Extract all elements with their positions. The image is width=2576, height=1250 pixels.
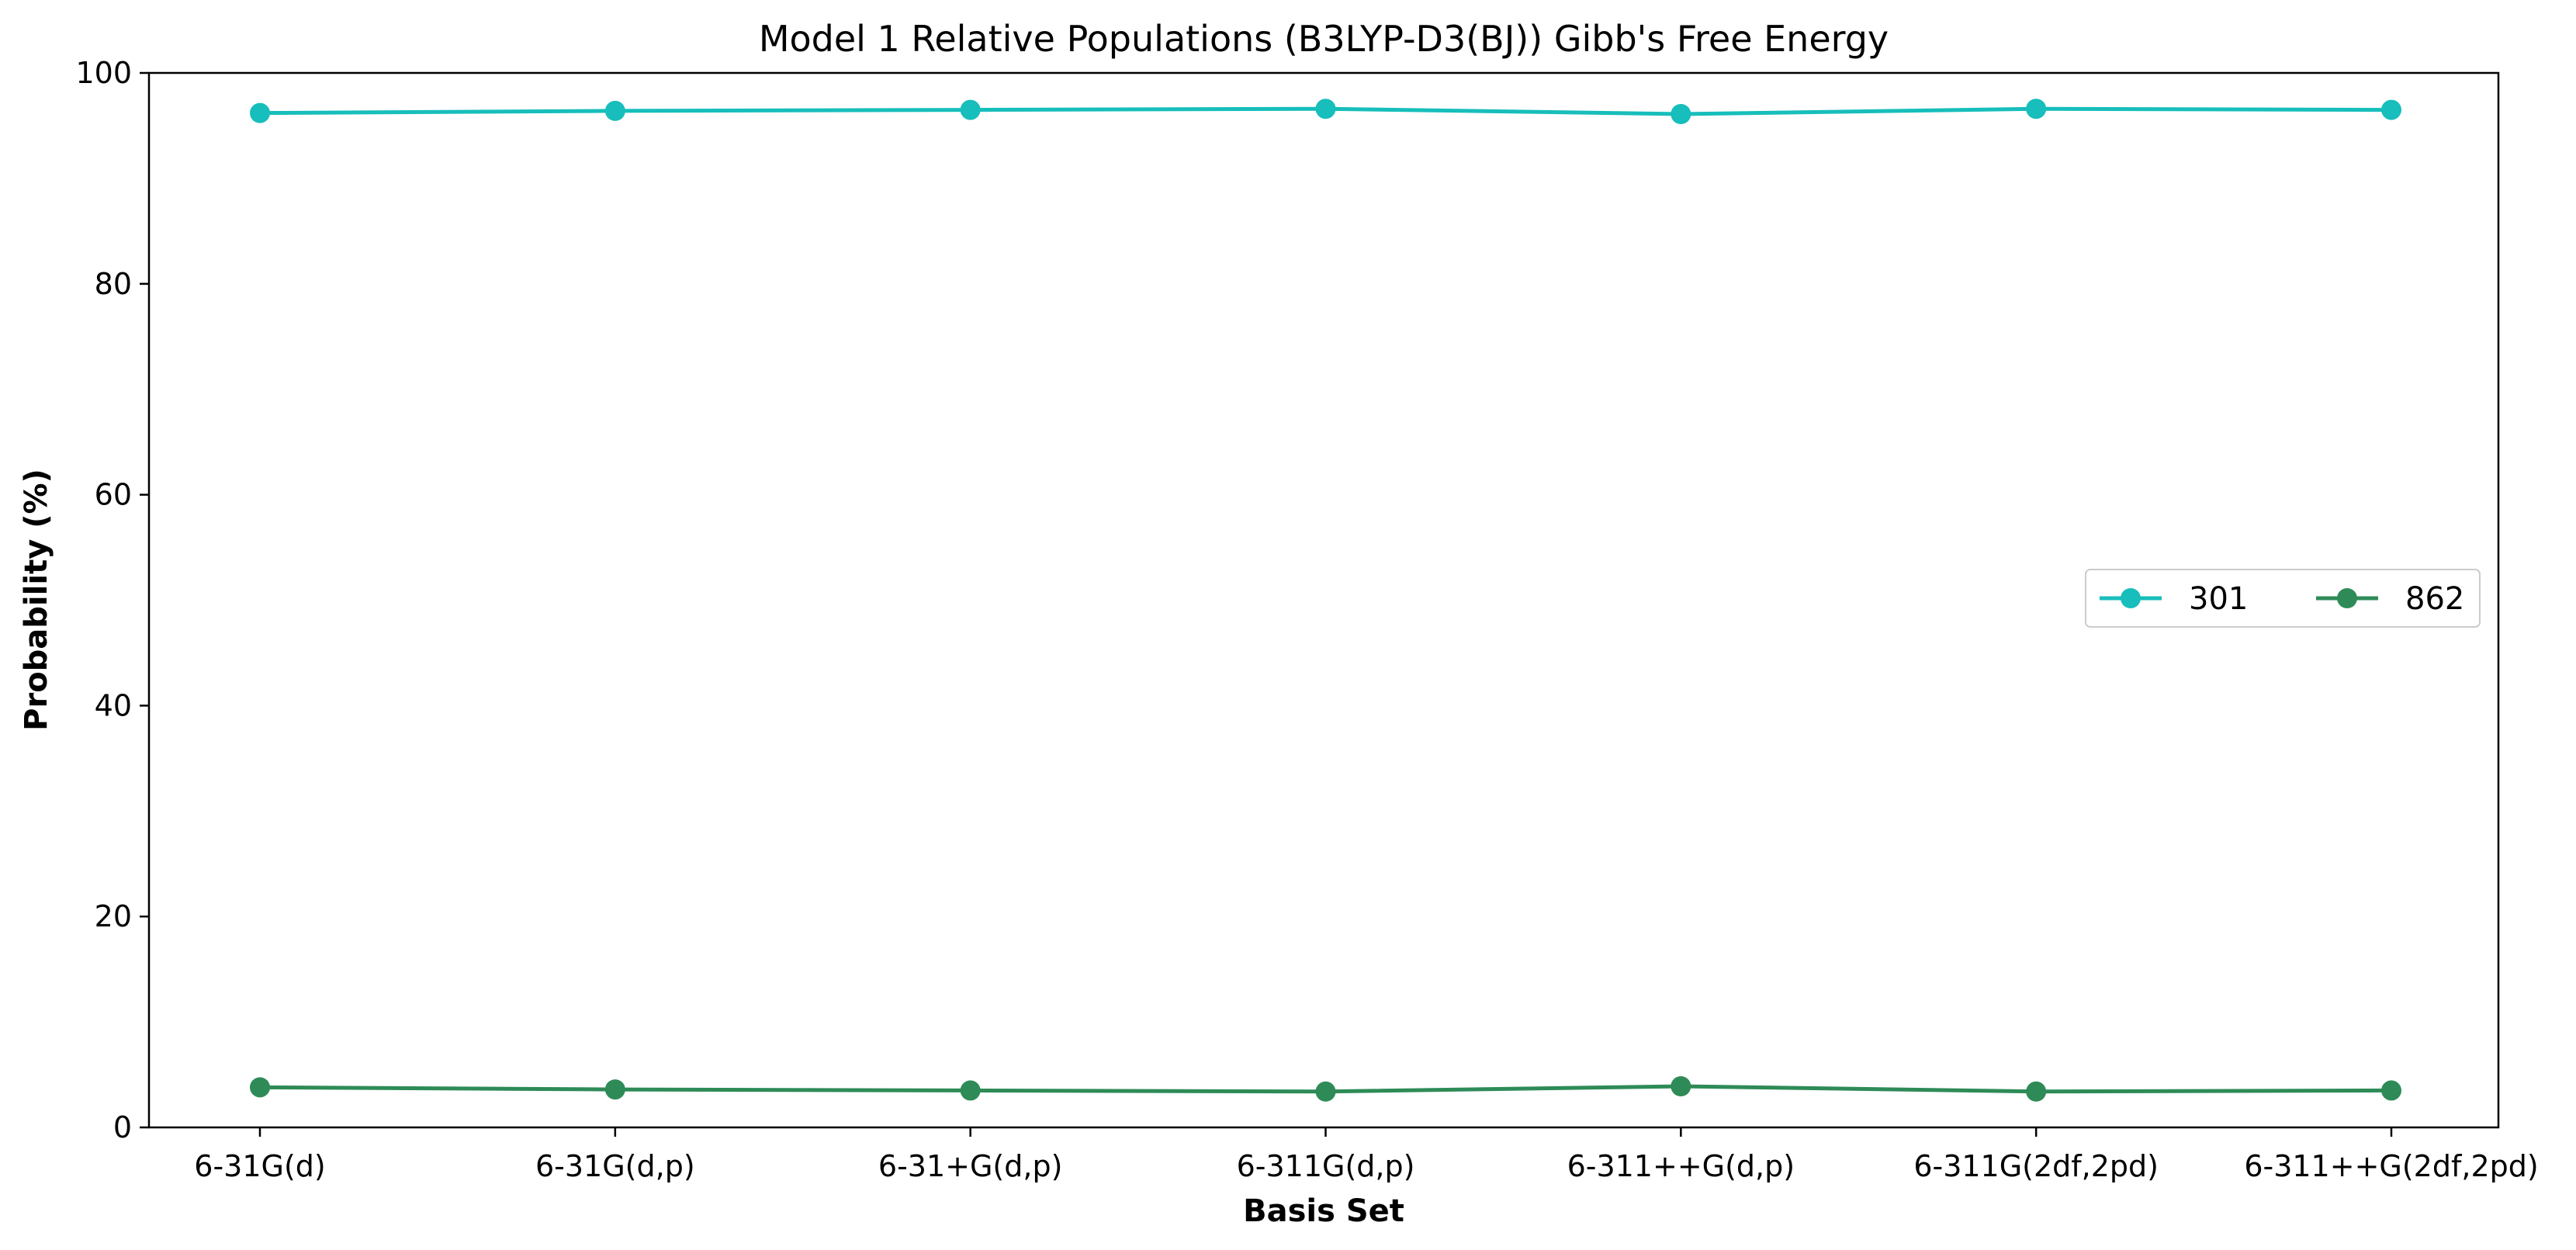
- y-axis-ticks: 0 20 40 60 80 100: [75, 56, 149, 1144]
- x-tick-label: 6-31G(d): [194, 1149, 325, 1183]
- legend: 301 862: [2085, 569, 2481, 628]
- x-tick-label: 6-311G(2df,2pd): [1913, 1149, 2159, 1183]
- data-point-862: [250, 1077, 270, 1098]
- x-tick-label: 6-311G(d,p): [1237, 1149, 1415, 1183]
- data-point-862: [2381, 1080, 2401, 1101]
- data-point-301: [960, 99, 981, 120]
- data-point-862: [960, 1080, 981, 1101]
- data-point-301: [2026, 99, 2047, 119]
- legend-marker-301: [2121, 588, 2141, 608]
- data-point-301: [2381, 99, 2401, 120]
- y-tick-label: 80: [95, 267, 132, 301]
- x-tick-label: 6-311++G(d,p): [1567, 1149, 1795, 1183]
- y-axis-label: Probability (%): [19, 469, 54, 731]
- x-tick-label: 6-31G(d,p): [535, 1149, 695, 1183]
- data-point-301: [1315, 99, 1336, 119]
- data-point-301: [250, 102, 270, 123]
- data-point-301: [604, 100, 625, 121]
- data-point-862: [604, 1079, 625, 1100]
- x-axis-ticks: 6-31G(d) 6-31G(d,p) 6-31+G(d,p) 6-311G(d,p)…: [194, 1127, 2539, 1183]
- x-axis-label: Basis Set: [1243, 1193, 1404, 1229]
- x-tick-label: 6-311++G(2df,2pd): [2244, 1149, 2538, 1183]
- plot-frame: [147, 71, 2500, 1129]
- legend-label-862: 862: [2405, 581, 2464, 617]
- series-layer: [250, 99, 2401, 1102]
- y-tick-label: 0: [113, 1110, 132, 1144]
- chart-title: Model 1 Relative Populations (B3LYP-D3(B…: [759, 18, 1889, 60]
- y-tick-label: 20: [95, 899, 132, 933]
- data-point-862: [2026, 1081, 2047, 1102]
- data-point-862: [1671, 1075, 1691, 1096]
- data-point-862: [1315, 1081, 1336, 1102]
- data-point-301: [1671, 104, 1691, 125]
- x-tick-label: 6-31+G(d,p): [878, 1149, 1063, 1183]
- y-tick-label: 40: [95, 688, 132, 722]
- legend-marker-862: [2337, 588, 2357, 608]
- legend-label-301: 301: [2189, 581, 2248, 617]
- legend-box: [2085, 569, 2481, 628]
- y-tick-label: 60: [95, 478, 132, 512]
- y-tick-label: 100: [75, 56, 132, 90]
